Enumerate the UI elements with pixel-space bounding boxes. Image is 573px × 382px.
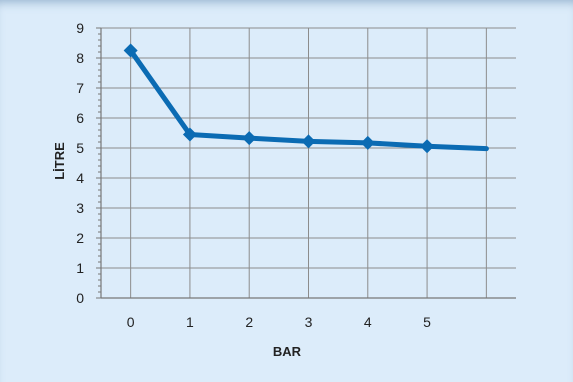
data-point-marker [301,134,316,149]
x-tick-label: 0 [127,314,135,330]
y-tick-label: 5 [76,140,84,156]
y-tick-label: 1 [76,260,84,276]
y-tick-label: 7 [76,80,84,96]
x-tick-label: 3 [305,314,313,330]
grid-lines [101,27,516,298]
x-tick-label: 2 [245,314,253,330]
y-tick-label: 3 [76,200,84,216]
data-point-marker [360,135,375,150]
y-tick-label: 8 [76,50,84,66]
data-point-marker [420,139,435,154]
y-tick-label: 2 [76,230,84,246]
y-tick-label: 0 [76,290,84,306]
y-tick-label: 4 [76,170,84,186]
data-point-marker [242,131,257,146]
x-tick-label: 1 [186,314,194,330]
tick-labels: 0 1 2 3 4 5 6 7 8 9 0 1 2 3 4 5 [76,20,431,330]
data-point-marker [123,43,138,58]
data-point-marker [182,127,197,142]
x-tick-label: 4 [364,314,372,330]
x-tick-label: 5 [423,314,431,330]
y-tick-label: 9 [76,20,84,36]
y-axis-title: LİTRE [52,142,67,180]
y-tick-label: 6 [76,110,84,126]
axes [96,27,516,299]
x-axis-title: BAR [273,344,302,359]
series [123,43,489,154]
